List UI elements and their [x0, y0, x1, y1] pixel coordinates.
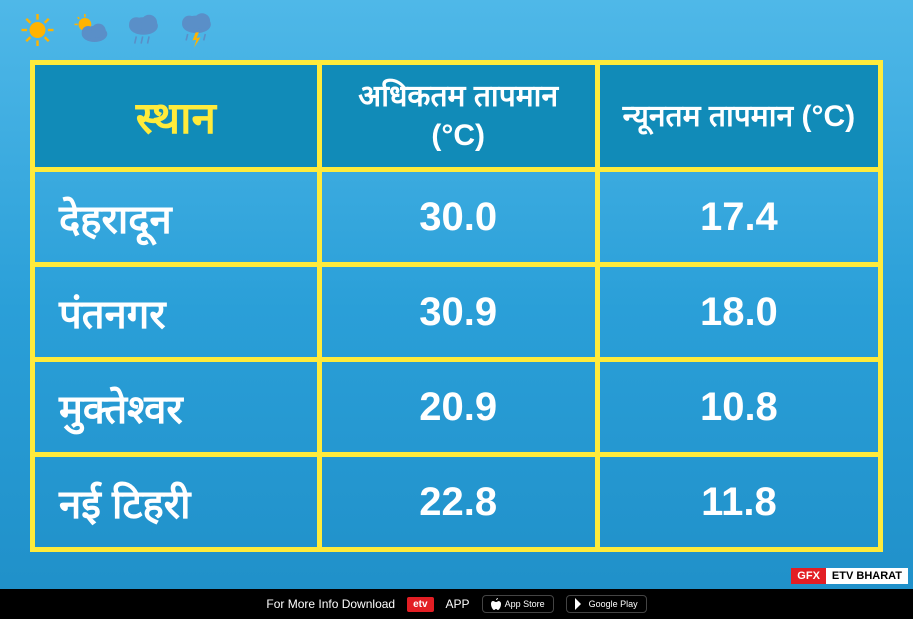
header-max-temp: अधिकतम तापमान (°C) [322, 65, 600, 167]
app-text: APP [446, 597, 470, 611]
min-temp-cell: 17.4 [600, 172, 878, 262]
weather-table: स्थान अधिकतम तापमान (°C) न्यूनतम तापमान … [30, 60, 883, 552]
footer-bar: For More Info Download etv APP App Store… [0, 589, 913, 619]
download-text: For More Info Download [266, 597, 395, 611]
gfx-label: GFX [791, 568, 826, 584]
max-temp-cell: 30.0 [322, 172, 600, 262]
google-play-text: Google Play [589, 599, 638, 609]
google-play-badge[interactable]: Google Play [566, 595, 647, 613]
location-cell: मुक्तेश्वर [35, 362, 322, 452]
min-temp-cell: 10.8 [600, 362, 878, 452]
table-header-row: स्थान अधिकतम तापमान (°C) न्यूनतम तापमान … [35, 65, 878, 172]
etv-logo: etv [407, 597, 433, 612]
min-temp-cell: 11.8 [600, 457, 878, 547]
sun-icon [15, 10, 60, 50]
rain-cloud-icon [121, 10, 166, 50]
location-cell: देहरादून [35, 172, 322, 262]
app-store-badge[interactable]: App Store [482, 595, 554, 613]
table-row: देहरादून 30.0 17.4 [35, 172, 878, 267]
gfx-badge: GFX ETV BHARAT [791, 568, 908, 584]
app-store-text: App Store [505, 599, 545, 609]
table-row: मुक्तेश्वर 20.9 10.8 [35, 362, 878, 457]
max-temp-cell: 30.9 [322, 267, 600, 357]
weather-icons-row [15, 10, 219, 50]
location-cell: पंतनगर [35, 267, 322, 357]
apple-icon [491, 598, 501, 610]
etv-bharat-label: ETV BHARAT [826, 568, 908, 584]
table-row: नई टिहरी 22.8 11.8 [35, 457, 878, 547]
table-row: पंतनगर 30.9 18.0 [35, 267, 878, 362]
max-temp-cell: 20.9 [322, 362, 600, 452]
play-icon [575, 598, 585, 610]
max-temp-cell: 22.8 [322, 457, 600, 547]
storm-cloud-icon [174, 10, 219, 50]
location-cell: नई टिहरी [35, 457, 322, 547]
partly-cloudy-icon [68, 10, 113, 50]
header-location: स्थान [35, 65, 322, 167]
header-min-temp: न्यूनतम तापमान (°C) [600, 65, 878, 167]
min-temp-cell: 18.0 [600, 267, 878, 357]
